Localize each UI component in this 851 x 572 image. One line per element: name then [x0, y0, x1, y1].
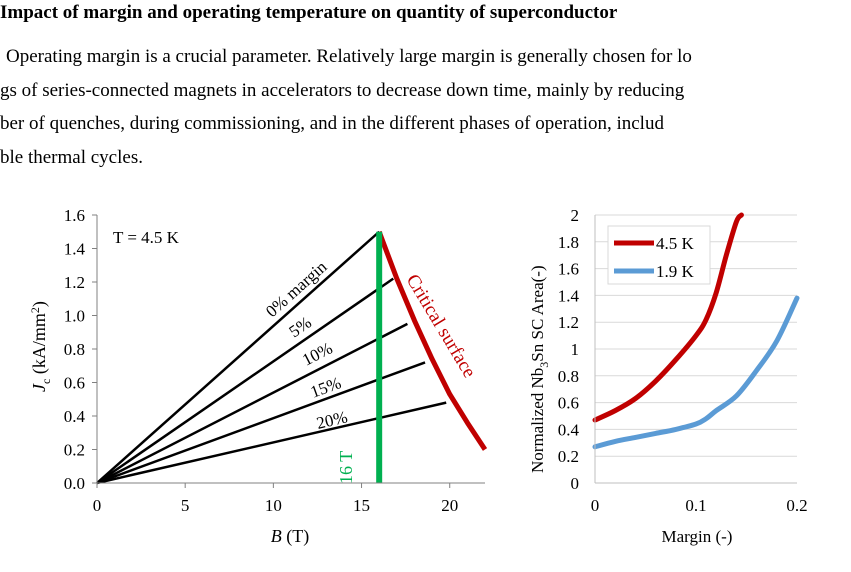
y-axis-label-chart1: Jc (kA/mm2): [28, 301, 53, 392]
load-line: [96, 401, 447, 485]
y-tick-label: 0.4: [558, 420, 580, 439]
load-line-label: 20%: [315, 407, 350, 433]
legend-label: 4.5 K: [656, 234, 695, 253]
x-tick-label: 10: [265, 496, 282, 515]
load-line: [96, 322, 408, 485]
x-tick-label: 20: [441, 496, 458, 515]
section-heading: Impact of margin and operating temperatu…: [0, 2, 618, 23]
temperature-annotation: T = 4.5 K: [113, 228, 180, 247]
critical-surface-label: Critical surface: [402, 271, 480, 382]
critical-surface-curve: [376, 230, 488, 451]
x-tick-label: 0: [93, 496, 102, 515]
y-tick-label: 0.8: [558, 367, 579, 386]
legend-box: [607, 225, 711, 285]
y-tick-label: 1.6: [64, 206, 85, 225]
chart2-legend: 4.5 K 1.9 K: [607, 225, 711, 285]
y-tick-label: 1.8: [558, 233, 579, 252]
x-tick-label: 0.1: [685, 496, 706, 515]
y-tick-label: 1.4: [64, 240, 86, 259]
y-tick-label: 1.6: [558, 260, 579, 279]
chart1-axes: 0.0 0.2 0.4 0.6 0.8 1.0 1.2 1.4 1.6 0 5 10 15 20: [64, 206, 485, 515]
x-tick-label: 0.2: [786, 496, 807, 515]
y-tick-label: 0.2: [64, 441, 85, 460]
y-tick-label: 1: [571, 340, 580, 359]
chart2-series-group: [592, 212, 800, 450]
load-line-label: 0% margin: [262, 257, 331, 321]
legend-label: 1.9 K: [656, 262, 695, 281]
y-tick-label: 0.0: [64, 474, 85, 493]
load-line: [96, 230, 381, 484]
load-line: [96, 277, 395, 485]
y-axis-label-chart2: Normalized Nb3Sn SC Area(-): [528, 265, 551, 473]
y-tick-label: 1.0: [64, 307, 85, 326]
y-tick-label: 0.6: [558, 394, 579, 413]
field-16t-label: 16 T: [336, 451, 356, 484]
load-line-label: 15%: [308, 373, 344, 402]
paragraph-line-3: ber of quenches, during commissioning, a…: [0, 113, 664, 134]
y-tick-label: 0.2: [558, 447, 579, 466]
paragraph-line-1: Operating margin is a crucial parameter.…: [6, 46, 692, 67]
x-tick-label: 15: [353, 496, 370, 515]
y-tick-label: 1.4: [558, 286, 580, 305]
series-line: [592, 212, 744, 423]
x-tick-label: 5: [181, 496, 190, 515]
x-axis-label-chart1: B (T): [271, 526, 309, 547]
load-line: [96, 361, 426, 485]
y-tick-label: 0: [571, 474, 580, 493]
y-tick-label: 1.2: [558, 313, 579, 332]
chart2-axes: 0 0.2 0.4 0.6 0.8 1 1.2 1.4 1.6 1.8 2 0 0.1 0.2: [558, 206, 808, 515]
y-tick-label: 0.4: [64, 407, 86, 426]
y-tick-label: 0.8: [64, 340, 85, 359]
series-line: [592, 295, 800, 450]
paragraph-line-4: ble thermal cycles.: [0, 147, 143, 168]
x-tick-label: 0: [591, 496, 600, 515]
x-axis-label-chart2: Margin (-): [662, 527, 733, 546]
y-tick-label: 1.2: [64, 273, 85, 292]
y-tick-label: 0.6: [64, 374, 85, 393]
y-tick-label: 2: [571, 206, 580, 225]
sc-area-vs-margin-chart: 0 0.2 0.4 0.6 0.8 1 1.2 1.4 1.6 1.8 2 0 0.1 0.2 4.5 K…: [528, 206, 808, 546]
paragraph-line-2: gs of series-connected magnets in accele…: [0, 80, 685, 101]
